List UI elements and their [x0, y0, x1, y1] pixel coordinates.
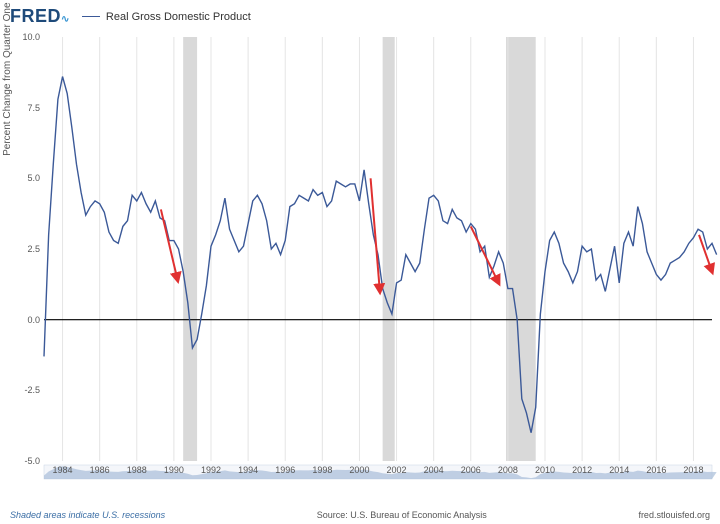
y-tick: 2.5: [14, 244, 40, 254]
x-tick: 1986: [90, 465, 110, 475]
x-tick: 2006: [461, 465, 481, 475]
legend-label: Real Gross Domestic Product: [106, 11, 251, 23]
x-tick: 2014: [609, 465, 629, 475]
x-tick: 1992: [201, 465, 221, 475]
x-tick: 1998: [312, 465, 332, 475]
footer-right: fred.stlouisfed.org: [638, 510, 710, 520]
y-tick: 7.5: [14, 103, 40, 113]
y-tick: 10.0: [14, 32, 40, 42]
x-tick: 2000: [349, 465, 369, 475]
x-tick: 1990: [164, 465, 184, 475]
legend-line-icon: [82, 16, 100, 18]
chart-area: Percent Change from Quarter One Year Ago…: [0, 29, 720, 479]
x-tick: 1984: [53, 465, 73, 475]
plot: 1984198619881990199219941996199820002002…: [44, 37, 712, 461]
x-tick: 2004: [424, 465, 444, 475]
x-tick: 2016: [646, 465, 666, 475]
x-tick: 1994: [238, 465, 258, 475]
y-tick: 5.0: [14, 173, 40, 183]
x-tick: 2010: [535, 465, 555, 475]
footer-center: Source: U.S. Bureau of Economic Analysis: [317, 510, 487, 520]
y-tick: -5.0: [14, 456, 40, 466]
x-tick: 2002: [387, 465, 407, 475]
footer-left: Shaded areas indicate U.S. recessions: [10, 510, 165, 520]
y-tick: 0.0: [14, 315, 40, 325]
footer: Shaded areas indicate U.S. recessions So…: [10, 510, 710, 520]
y-axis-label: Percent Change from Quarter One Year Ago: [2, 0, 13, 156]
x-tick: 2018: [683, 465, 703, 475]
header: FRED∿ Real Gross Domestic Product: [0, 0, 720, 29]
y-tick: -2.5: [14, 385, 40, 395]
x-tick: 1988: [127, 465, 147, 475]
x-tick: 2008: [498, 465, 518, 475]
chart-svg: [44, 37, 712, 481]
x-tick: 2012: [572, 465, 592, 475]
fred-logo: FRED∿: [10, 6, 70, 27]
x-tick: 1996: [275, 465, 295, 475]
legend: Real Gross Domestic Product: [82, 11, 251, 23]
logo-accent: ∿: [61, 14, 70, 25]
